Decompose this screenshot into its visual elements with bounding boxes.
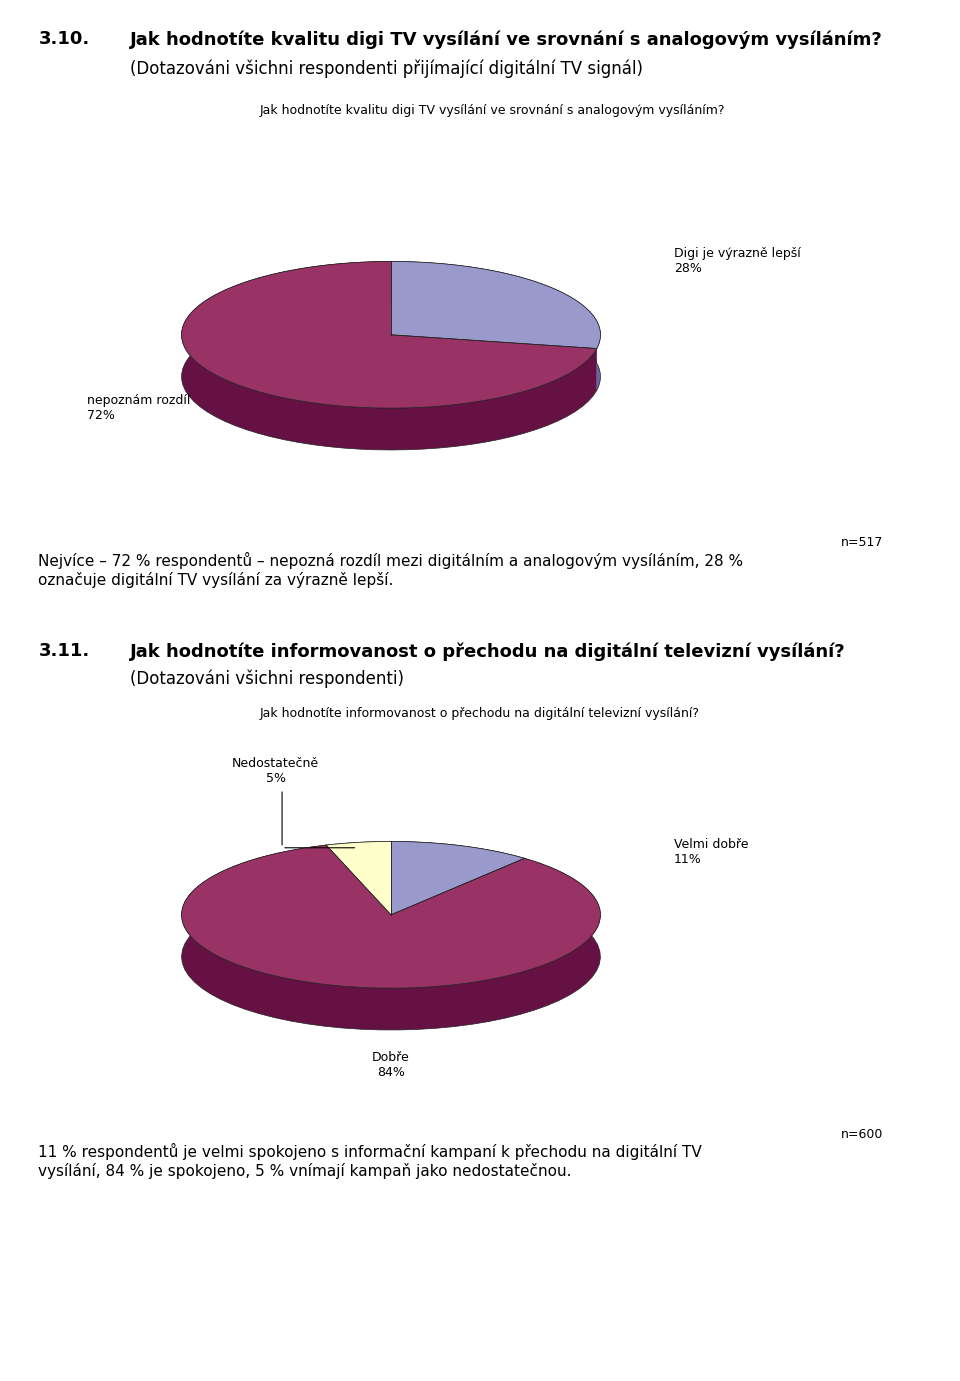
Text: n=600: n=600 (841, 1128, 883, 1141)
Text: Jak hodnotíte informovanost o přechodu na digitální televizní vysílání?: Jak hodnotíte informovanost o přechodu n… (259, 707, 699, 720)
Polygon shape (181, 845, 600, 1030)
Text: (Dotazováni všichni respondenti): (Dotazováni všichni respondenti) (130, 670, 403, 688)
Polygon shape (326, 841, 391, 887)
Polygon shape (391, 261, 600, 348)
Text: Nedostatečně
5%: Nedostatečně 5% (232, 757, 320, 784)
Text: (Dotazováni všichni respondenti přijímající digitální TV signál): (Dotazováni všichni respondenti přijímaj… (130, 59, 642, 77)
Polygon shape (181, 845, 600, 989)
Text: Jak hodnotíte informovanost o přechodu na digitální televizní vysílání?: Jak hodnotíte informovanost o přechodu n… (130, 642, 845, 660)
Text: Jak hodnotíte kvalitu digi TV vysílání ve srovnání s analogovým vysíláním?: Jak hodnotíte kvalitu digi TV vysílání v… (259, 104, 725, 116)
Polygon shape (391, 261, 600, 391)
Polygon shape (181, 261, 597, 450)
Text: Jak hodnotíte kvalitu digi TV vysílání ve srovnání s analogovým vysíláním?: Jak hodnotíte kvalitu digi TV vysílání v… (130, 30, 882, 48)
Polygon shape (391, 841, 524, 900)
Polygon shape (326, 841, 391, 914)
Text: Dobře
84%: Dobře 84% (372, 1051, 410, 1079)
Text: Digi je výrazně lepší
28%: Digi je výrazně lepší 28% (674, 247, 801, 275)
Text: Velmi dobře
11%: Velmi dobře 11% (674, 838, 748, 866)
Text: n=517: n=517 (841, 536, 883, 548)
Text: 3.10.: 3.10. (38, 30, 89, 48)
Text: Nejvíce – 72 % respondentů – nepozná rozdíl mezi digitálním a analogovým vysílán: Nejvíce – 72 % respondentů – nepozná roz… (38, 552, 744, 588)
Text: 11 % respondentů je velmi spokojeno s informační kampaní k přechodu na digitální: 11 % respondentů je velmi spokojeno s in… (38, 1143, 702, 1179)
Polygon shape (391, 841, 524, 914)
Polygon shape (181, 261, 597, 407)
Text: 3.11.: 3.11. (38, 642, 89, 660)
Text: nepoznám rozdíl
72%: nepoznám rozdíl 72% (87, 394, 191, 423)
